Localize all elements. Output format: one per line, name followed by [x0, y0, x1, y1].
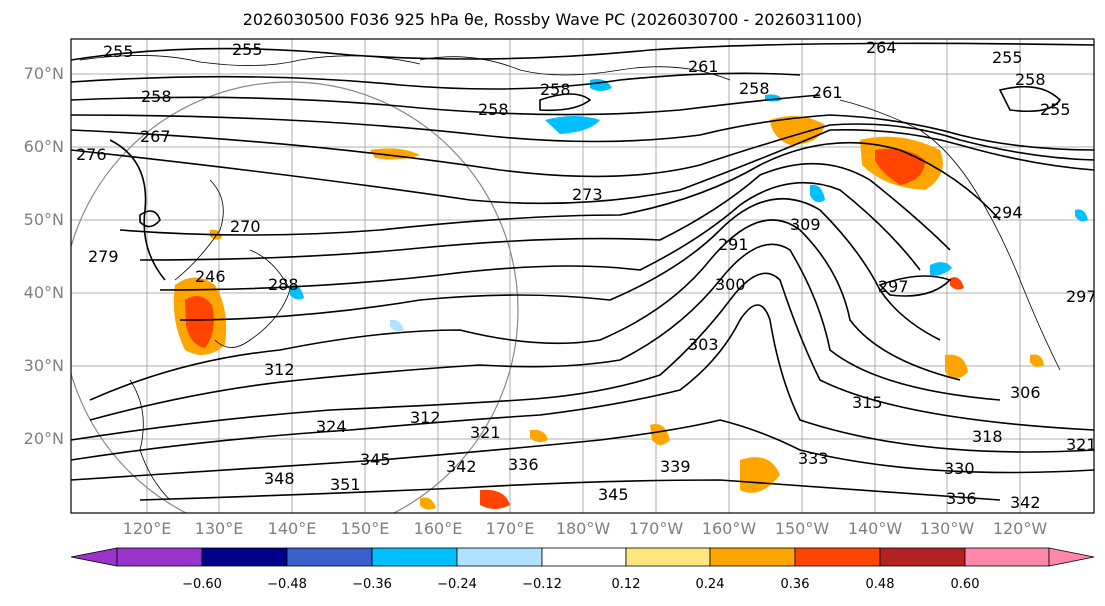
contour-label: 258 — [1015, 70, 1046, 89]
lon-label: 150°E — [340, 519, 390, 538]
colorbar-tick-label: 0.48 — [865, 577, 895, 592]
map-frame — [70, 38, 1095, 514]
contour-label: 291 — [718, 235, 749, 254]
lon-label: 130°E — [194, 519, 244, 538]
contour-label: 321 — [1066, 435, 1097, 454]
contour-label: 297 — [878, 277, 909, 296]
contour-label: 264 — [866, 38, 897, 57]
contour-label: 336 — [946, 489, 977, 508]
lon-label: 170°W — [628, 519, 684, 538]
contour-label: 255 — [232, 40, 263, 59]
colorbar-bin — [625, 547, 711, 567]
contour-label: 288 — [268, 275, 299, 294]
contour-label: 276 — [76, 145, 107, 164]
lon-label: 160°W — [701, 519, 757, 538]
contour-label: 315 — [852, 393, 883, 412]
lon-label: 130°W — [919, 519, 975, 538]
contour-label: 261 — [812, 83, 843, 102]
contour-label: 306 — [1010, 383, 1041, 402]
colorbar-tick-label: −0.48 — [267, 577, 307, 592]
contour-label: 348 — [264, 469, 295, 488]
positive-anomaly-shading — [173, 116, 1044, 510]
contour-label: 279 — [88, 247, 119, 266]
lon-label: 150°W — [774, 519, 830, 538]
plot-title: 2026030500 F036 925 hPa θe, Rossby Wave … — [242, 10, 863, 29]
colorbar-bin — [964, 547, 1050, 567]
colorbar-tick-label: −0.12 — [522, 577, 562, 592]
contour-label: 294 — [992, 203, 1023, 222]
contour-label: 318 — [972, 427, 1003, 446]
colorbar-tick-label: −0.36 — [352, 577, 392, 592]
lon-label: 140°W — [847, 519, 903, 538]
contour-label: 324 — [316, 417, 347, 436]
contour-label: 333 — [798, 449, 829, 468]
contour-label: 309 — [790, 215, 821, 234]
contour-label: 258 — [540, 80, 571, 99]
lon-label: 160°E — [413, 519, 463, 538]
reference-circle — [71, 81, 519, 513]
colorbar-extend-low — [70, 547, 118, 567]
colorbar-bin — [456, 547, 543, 567]
colorbar-bin — [116, 547, 203, 567]
contour-label: 255 — [992, 48, 1023, 67]
lat-label: 50°N — [23, 210, 64, 229]
contour-label: 246 — [195, 267, 226, 286]
colorbar-tick-label: 0.60 — [950, 577, 980, 592]
contour-label: 345 — [360, 450, 391, 469]
lat-label: 70°N — [23, 64, 64, 83]
contour-label: 336 — [508, 455, 539, 474]
colorbar-tick-label: 0.12 — [611, 577, 641, 592]
contour-label: 261 — [688, 57, 719, 76]
colorbar-extend-high — [1048, 547, 1095, 567]
colorbar-bin — [286, 547, 373, 567]
lat-label: 60°N — [23, 137, 64, 156]
contour-label: 300 — [715, 275, 746, 294]
lat-label: 40°N — [23, 283, 64, 302]
lon-label: 180°W — [555, 519, 611, 538]
colorbar-bin — [709, 547, 796, 567]
contour-label: 297 — [1066, 287, 1097, 306]
contour-label: 312 — [410, 408, 441, 427]
lon-label: 140°E — [267, 519, 317, 538]
colorbar-tick-label: −0.24 — [437, 577, 477, 592]
contour-label: 258 — [739, 79, 770, 98]
colorbar — [70, 547, 1095, 567]
colorbar-bin — [794, 547, 881, 567]
contour-label: 273 — [572, 185, 603, 204]
contour-label: 321 — [470, 423, 501, 442]
contour-label: 342 — [446, 457, 477, 476]
lat-label: 30°N — [23, 356, 64, 375]
contour-labels: 255 255 258 261 264 258 258 258 255 261 … — [76, 38, 1097, 512]
colorbar-bin — [201, 547, 288, 567]
theta-e-contours — [71, 42, 1094, 501]
lon-label: 120°E — [122, 519, 172, 538]
colorbar-tick-label: 0.36 — [780, 577, 810, 592]
contour-label: 258 — [141, 87, 172, 106]
contour-label: 345 — [598, 485, 629, 504]
contour-label: 255 — [1040, 100, 1071, 119]
colorbar-tick-label: 0.24 — [695, 577, 725, 592]
contour-label: 330 — [944, 459, 975, 478]
contour-label: 339 — [660, 457, 691, 476]
contour-label: 342 — [1010, 493, 1041, 512]
contour-label: 303 — [688, 335, 719, 354]
contour-label: 351 — [330, 475, 361, 494]
colorbar-bin — [879, 547, 966, 567]
colorbar-bin — [541, 547, 627, 567]
lon-label: 120°W — [992, 519, 1048, 538]
lat-label: 20°N — [23, 429, 64, 448]
colorbar-tick-label: −0.60 — [182, 577, 222, 592]
contour-label: 267 — [140, 127, 171, 146]
contour-label: 255 — [103, 42, 134, 61]
colorbar-bin — [371, 547, 458, 567]
lon-label: 170°E — [485, 519, 535, 538]
contour-label: 270 — [230, 217, 261, 236]
contour-label: 258 — [478, 100, 509, 119]
contour-label: 312 — [264, 360, 295, 379]
